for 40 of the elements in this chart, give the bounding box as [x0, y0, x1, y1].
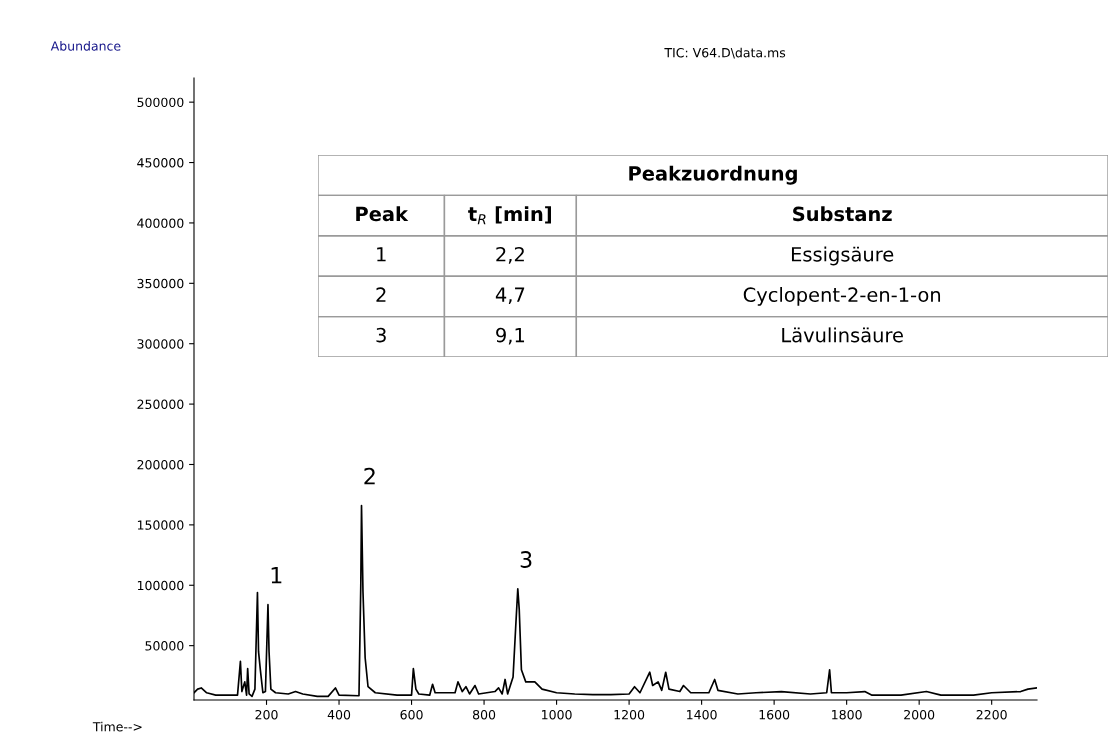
annotation: 3 [520, 551, 532, 568]
x-axis-title: Time--> [92, 721, 142, 732]
x-tick-label: 1800 [832, 709, 862, 720]
annotation: 2 [376, 287, 386, 302]
y-tick-label: 350000 [137, 278, 184, 289]
annotation: Cyclopent-2-en-1-on [743, 286, 941, 306]
x-tick-label: 1400 [687, 709, 717, 720]
y-tick-label: 150000 [137, 520, 184, 530]
annotation: Essigsäure [791, 246, 894, 266]
annotation: 9,1 [496, 327, 525, 345]
annotation: 2 [364, 467, 375, 485]
y-tick-label: 400000 [137, 218, 184, 228]
annotation: Lävulinsäure [782, 327, 903, 343]
x-tick-label: 400 [327, 709, 351, 720]
y-tick-label: 250000 [137, 399, 184, 410]
chart-title: TIC: V64.D\data.ms [664, 47, 786, 59]
x-tick-label: 2000 [904, 709, 935, 720]
y-axis-title: Abundance [50, 41, 121, 51]
x-tick-label: 600 [400, 709, 423, 720]
annotation: t$_{R}$ [min] [468, 206, 551, 225]
x-tick-label: 1200 [614, 709, 645, 720]
annotation: 2,2 [496, 246, 524, 264]
x-tick-label: 1000 [542, 709, 572, 720]
annotation: 1 [271, 567, 282, 584]
annotation: 3 [376, 327, 386, 343]
y-tick-label: 300000 [137, 339, 184, 349]
x-tick-label: 200 [255, 709, 278, 720]
x-tick-label: 2200 [976, 709, 1007, 720]
x-tick-label: 800 [472, 709, 496, 720]
annotation: Peakzuordnung [629, 165, 797, 185]
y-tick-label: 50000 [145, 641, 184, 651]
y-tick-label: 200000 [137, 459, 184, 470]
y-tick-label: 100000 [137, 580, 184, 591]
annotation: Substanz [793, 206, 892, 222]
x-tick-label: 1600 [759, 709, 790, 720]
annotation: Peak [356, 206, 409, 222]
annotation: 1 [377, 247, 386, 262]
y-tick-label: 450000 [137, 158, 184, 168]
annotation: 4,7 [495, 287, 525, 305]
y-tick-label: 500000 [137, 97, 184, 108]
